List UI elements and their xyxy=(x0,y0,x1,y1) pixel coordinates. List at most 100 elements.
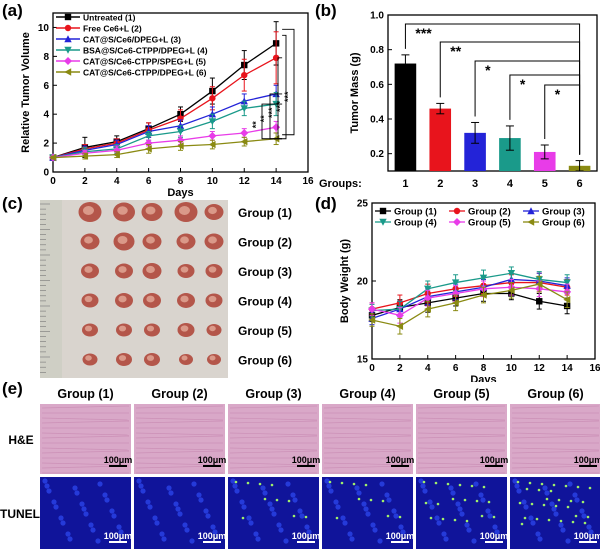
chart-a: 0 2 4 6 8 10 12 14 16 0 2 4 6 8 10 Days Relative Tumor V… xyxy=(20,12,314,199)
series-line xyxy=(371,286,568,317)
he-texture xyxy=(229,435,318,439)
data-point xyxy=(176,136,185,145)
tunel-positive-cell xyxy=(586,515,590,519)
tunel-positive-cell xyxy=(381,499,385,503)
legend-label: Group (4) xyxy=(394,218,437,229)
tunel-nucleus xyxy=(333,499,339,505)
tunel-positive-cell xyxy=(292,514,296,518)
he-image xyxy=(322,404,413,474)
tunel-nucleus xyxy=(196,492,202,498)
he-texture xyxy=(41,432,130,436)
significance-label: *** xyxy=(267,107,277,118)
tunel-positive-cell xyxy=(465,519,469,523)
scale-label: 100μm xyxy=(104,455,133,465)
tunel-nucleus xyxy=(145,499,151,505)
tumor-highlight xyxy=(84,295,93,303)
tunel-nucleus xyxy=(138,483,144,489)
panel-label-c: (c) xyxy=(2,194,23,213)
he-image xyxy=(416,404,507,474)
data-point xyxy=(240,128,249,137)
tunel-positive-cell xyxy=(520,522,524,526)
tunel-nucleus xyxy=(512,478,518,484)
tumor-highlight xyxy=(180,325,189,332)
x-tick-label: 0 xyxy=(369,363,375,374)
tumor-highlight xyxy=(117,235,128,245)
category-label: 3 xyxy=(472,178,478,190)
x-axis-label: Days xyxy=(470,374,496,382)
tunel-nucleus xyxy=(427,499,433,505)
tunel-nucleus xyxy=(514,483,520,489)
y-tick-label: 0.2 xyxy=(370,149,384,160)
tunel-nucleus xyxy=(487,513,493,519)
tunel-nucleus xyxy=(398,524,404,530)
data-point xyxy=(563,296,571,304)
x-axis-label: Groups: xyxy=(319,178,362,190)
tunel-nucleus xyxy=(324,478,330,484)
tunel-nucleus xyxy=(297,508,303,514)
tumor-highlight xyxy=(208,206,217,215)
tunel-positive-cell xyxy=(574,514,578,518)
x-tick-label: 8 xyxy=(178,176,184,187)
tunel-positive-cell xyxy=(482,485,486,489)
tunel-nucleus xyxy=(285,481,291,487)
panel-label-d: (d) xyxy=(315,194,337,213)
tunel-nucleus xyxy=(516,488,522,494)
tunel-nucleus xyxy=(248,520,254,526)
significance-bracket xyxy=(282,28,295,136)
column-label: Group (1) xyxy=(57,387,113,401)
tunel-positive-cell xyxy=(554,504,558,508)
tunel-nucleus xyxy=(448,485,454,491)
tunel-nucleus xyxy=(205,513,211,519)
scale-label: 100μm xyxy=(386,455,415,465)
tumor-highlight xyxy=(84,236,93,244)
tunel-nucleus xyxy=(95,538,101,544)
he-texture xyxy=(417,417,506,421)
tunel-positive-cell xyxy=(234,480,238,484)
x-tick-label: 10 xyxy=(207,176,219,187)
ruler xyxy=(40,200,62,378)
tunel-nucleus xyxy=(102,492,108,498)
legend-label: Group (3) xyxy=(542,207,585,218)
category-label: 6 xyxy=(577,178,583,190)
tunel-nucleus xyxy=(136,478,142,484)
he-texture xyxy=(229,447,318,451)
he-texture xyxy=(135,417,224,421)
y-tick-label: 8 xyxy=(43,52,49,63)
he-texture xyxy=(323,417,412,421)
tunel-nucleus xyxy=(335,504,341,510)
he-texture xyxy=(417,462,506,466)
x-tick-label: 6 xyxy=(453,363,459,374)
data-point xyxy=(563,279,571,287)
tunel-nucleus xyxy=(455,501,461,507)
tumor-highlight xyxy=(180,266,189,273)
y-axis-label: Tumor Mass (g) xyxy=(349,52,361,133)
tunel-nucleus xyxy=(567,481,573,487)
tunel-nucleus xyxy=(116,524,122,530)
tunel-nucleus xyxy=(436,520,442,526)
significance-label: *** xyxy=(275,101,285,112)
tunel-positive-cell xyxy=(547,518,551,522)
x-tick-label: 16 xyxy=(302,176,314,187)
tunel-nucleus xyxy=(443,536,449,542)
tunel-positive-cell xyxy=(576,485,580,489)
data-point xyxy=(176,128,185,136)
legend-label: CAT@S/Ce6-CTPP/DPEG+L (6) xyxy=(83,68,207,78)
tunel-positive-cell xyxy=(458,483,462,487)
tunel-positive-cell xyxy=(357,497,361,501)
panel-label-a: (a) xyxy=(2,1,23,20)
x-tick-label: 4 xyxy=(114,176,120,187)
data-point xyxy=(176,142,184,150)
significance-label: * xyxy=(520,76,526,92)
tunel-nucleus xyxy=(581,513,587,519)
he-texture xyxy=(229,432,318,436)
plot-frame xyxy=(387,14,598,172)
legend-marker xyxy=(64,68,72,76)
y-tick-label: 0.8 xyxy=(370,45,384,56)
tunel-positive-cell xyxy=(545,497,549,501)
he-texture xyxy=(417,405,506,409)
he-texture xyxy=(511,420,600,424)
significance-bracket xyxy=(544,84,581,155)
tunel-nucleus xyxy=(60,520,66,526)
he-texture xyxy=(135,420,224,424)
he-texture xyxy=(41,447,130,451)
